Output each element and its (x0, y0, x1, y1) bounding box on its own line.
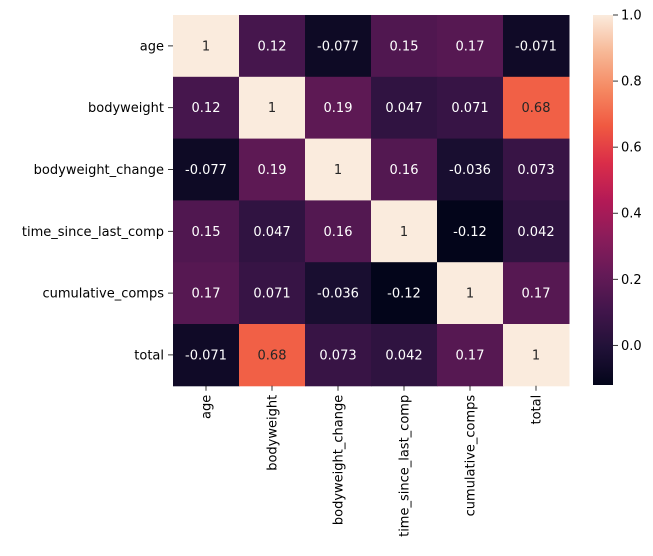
heatmap-cell (173, 15, 240, 78)
heatmap-cell (437, 262, 504, 325)
heatmap-cell-label: 0.047 (385, 101, 422, 116)
heatmap-cell (437, 324, 504, 387)
heatmap-cell-label: -0.077 (317, 39, 359, 54)
heatmap-cell (305, 324, 372, 387)
heatmap-cell-label: -0.071 (515, 39, 557, 54)
heatmap-cell-label: 0.042 (385, 348, 422, 363)
colorbar-ticks: 0.0 0.2 0.4 0.6 0.8 1.0 (613, 9, 642, 354)
colorbar-tick-label: 1.0 (621, 9, 642, 24)
row-label: cumulative_comps (42, 287, 164, 302)
heatmap-cell-label: 0.16 (390, 163, 419, 178)
heatmap-cell (503, 200, 570, 263)
heatmap-cell (239, 138, 306, 201)
heatmap-cell (239, 324, 306, 387)
heatmap-cell (173, 324, 240, 387)
heatmap-cell (239, 76, 306, 140)
heatmap-cell-label: 0.073 (517, 163, 554, 178)
heatmap-cell (437, 200, 504, 263)
heatmap-cell-label: 0.12 (258, 39, 287, 54)
heatmap-cell (173, 262, 240, 325)
heatmap-cell (503, 15, 570, 78)
colorbar: 0.0 0.2 0.4 0.6 0.8 1.0 (593, 9, 642, 385)
heatmap-cell (503, 324, 570, 387)
heatmap-cell-label: -0.036 (449, 163, 491, 178)
heatmap-cell (437, 138, 504, 201)
heatmap-cell-label: 0.071 (451, 101, 488, 116)
heatmap-cell-label: 0.68 (258, 348, 287, 363)
colorbar-tick-label: 0.0 (621, 339, 642, 354)
heatmap-cell (503, 76, 570, 140)
heatmap-cell-label: 0.042 (517, 225, 554, 240)
heatmap-cell-label: 0.17 (456, 39, 485, 54)
heatmap-cell (239, 15, 306, 78)
heatmap-cell (437, 76, 504, 140)
heatmap-cell (503, 138, 570, 201)
heatmap-cell-label: 0.15 (390, 39, 419, 54)
column-label: age (200, 395, 215, 419)
heatmap-cell (305, 138, 372, 201)
heatmap-cell (437, 15, 504, 78)
heatmap-column-labels: age bodyweight bodyweight_change time_since… (200, 385, 545, 537)
heatmap-cell-label: 0.68 (522, 101, 551, 116)
row-label: bodyweight_change (34, 163, 164, 178)
column-label: bodyweight_change (332, 395, 347, 525)
heatmap-cell (305, 15, 372, 78)
heatmap-cells (173, 15, 570, 387)
heatmap-cell-label: 0.17 (456, 348, 485, 363)
heatmap-cell-label: 0.12 (192, 101, 221, 116)
heatmap-cell (503, 262, 570, 325)
heatmap-cell-label: 0.19 (258, 163, 287, 178)
heatmap-cell (173, 76, 240, 140)
colorbar-gradient (593, 15, 613, 385)
colorbar-tick-label: 0.8 (621, 75, 642, 90)
heatmap-cell-label: 0.19 (324, 101, 353, 116)
heatmap-cell-label: 0.073 (319, 348, 356, 363)
heatmap-cell-label: 0.071 (253, 287, 290, 302)
heatmap-cell (173, 138, 240, 201)
heatmap-cell-label: 0.047 (253, 225, 290, 240)
colorbar-tick-label: 0.6 (621, 141, 642, 156)
heatmap-cell (239, 262, 306, 325)
heatmap-cell (371, 200, 438, 263)
heatmap-cell-label: 0.17 (522, 287, 551, 302)
row-label: bodyweight (88, 101, 164, 116)
heatmap-cell (371, 138, 438, 201)
column-label: bodyweight (266, 395, 281, 471)
heatmap-cell (173, 200, 240, 263)
heatmap-cell-label: 1 (202, 39, 210, 54)
heatmap-cell-label: 0.16 (324, 225, 353, 240)
row-label: age (140, 39, 164, 54)
heatmap-cell-labels: 1 0.12 -0.077 0.15 0.17 -0.071 0.12 1 0.19 0.047 0… (185, 39, 557, 363)
heatmap-cell (371, 76, 438, 140)
column-label: total (530, 395, 545, 425)
heatmap-cell (305, 262, 372, 325)
heatmap-cell (371, 262, 438, 325)
column-label: cumulative_comps (464, 395, 479, 517)
heatmap-cell (305, 200, 372, 263)
colorbar-tick-label: 0.2 (621, 273, 642, 288)
heatmap-cell-label: -0.12 (453, 225, 487, 240)
column-label: time_since_last_comp (398, 395, 413, 537)
heatmap-cell-label: -0.036 (317, 287, 359, 302)
heatmap-cell-label: -0.071 (185, 348, 227, 363)
heatmap-cell-label: -0.12 (387, 287, 421, 302)
heatmap-cell (371, 324, 438, 387)
heatmap-cell-label: 1 (532, 348, 540, 363)
heatmap-cell-label: 1 (400, 225, 408, 240)
heatmap-cell-label: 1 (466, 287, 474, 302)
colorbar-tick-label: 0.4 (621, 207, 642, 222)
heatmap-cell (371, 15, 438, 78)
heatmap-row-labels: age bodyweight bodyweight_change time_since… (22, 39, 173, 363)
heatmap-cell-label: 1 (334, 163, 342, 178)
heatmap-cell-label: 0.17 (192, 287, 221, 302)
row-label: total (134, 348, 164, 363)
row-label: time_since_last_comp (22, 225, 164, 240)
heatmap-cell-label: -0.077 (185, 163, 227, 178)
heatmap-cell-label: 0.15 (192, 225, 221, 240)
heatmap-cell (239, 200, 306, 263)
heatmap-cell-label: 1 (268, 101, 276, 116)
heatmap-cell (305, 76, 372, 140)
